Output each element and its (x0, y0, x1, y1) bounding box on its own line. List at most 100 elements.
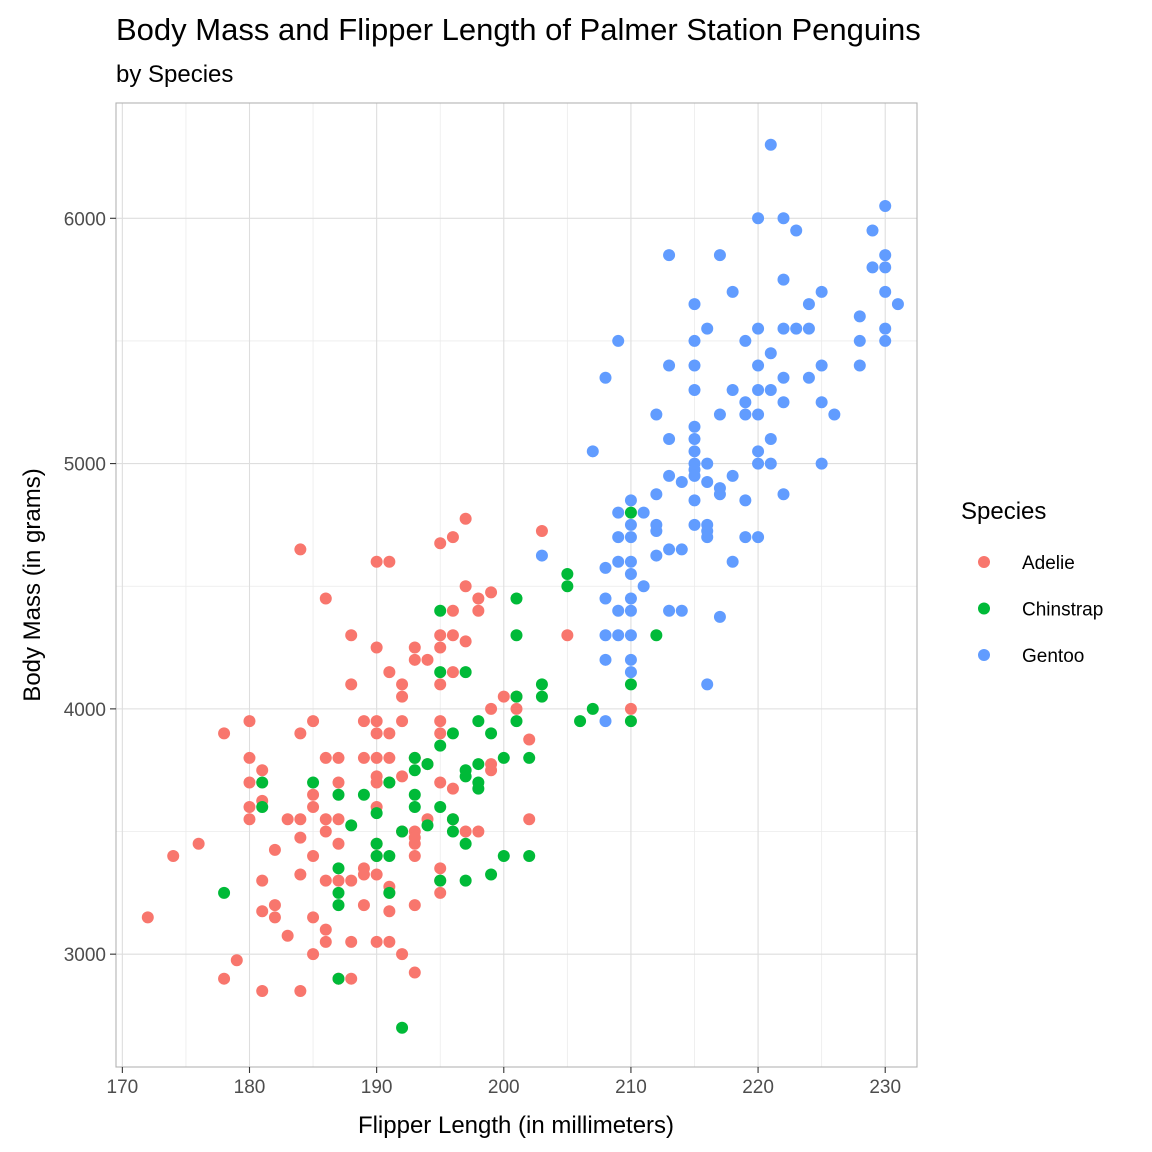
adelie-point (256, 984, 269, 997)
gentoo-point (586, 445, 599, 458)
adelie-point (396, 770, 409, 783)
gentoo-point (853, 334, 866, 347)
adelie-point (294, 984, 307, 997)
adelie-point (345, 874, 358, 887)
gentoo-point (752, 212, 765, 225)
chinstrap-point (561, 567, 574, 580)
gentoo-point (663, 359, 676, 372)
adelie-point (446, 604, 459, 617)
gentoo-point (637, 580, 650, 593)
adelie-point (345, 935, 358, 948)
legend: Species Adelie Chinstrap Gentoo (961, 498, 1103, 667)
gentoo-point (624, 629, 637, 642)
x-tick-label: 200 (488, 1077, 520, 1098)
gentoo-point (713, 249, 726, 262)
gentoo-point (612, 555, 625, 568)
gentoo-point (688, 383, 701, 396)
gentoo-point (815, 457, 828, 470)
adelie-point (370, 555, 383, 568)
gentoo-point (612, 334, 625, 347)
legend-label-adelie: Adelie (1022, 553, 1075, 574)
adelie-point (256, 764, 269, 777)
gentoo-point (650, 525, 663, 538)
y-axis-title: Body Mass (in grams) (19, 468, 46, 701)
gentoo-point (853, 359, 866, 372)
gentoo-point (802, 298, 815, 311)
gentoo-point (879, 200, 892, 213)
gentoo-point (701, 457, 714, 470)
adelie-point (345, 678, 358, 691)
adelie-point (218, 727, 231, 740)
adelie-point (332, 874, 345, 887)
gentoo-point (675, 475, 688, 488)
adelie-point (459, 580, 472, 593)
adelie-point (408, 899, 421, 912)
chinstrap-point (370, 837, 383, 850)
gentoo-point (688, 334, 701, 347)
adelie-point (256, 905, 269, 918)
chinstrap-point (256, 800, 269, 813)
adelie-point (370, 935, 383, 948)
gentoo-point (663, 604, 676, 617)
y-tick-label: 3000 (64, 945, 106, 966)
chinstrap-point (446, 813, 459, 826)
chinstrap-point (332, 972, 345, 985)
adelie-point (243, 813, 256, 826)
adelie-point (434, 886, 447, 899)
adelie-point (332, 751, 345, 764)
gentoo-point (815, 285, 828, 298)
adelie-point (332, 837, 345, 850)
gentoo-point (866, 224, 879, 237)
x-tick-label: 170 (107, 1077, 139, 1098)
adelie-point (383, 727, 396, 740)
chinstrap-point (523, 751, 536, 764)
chinstrap-point (472, 715, 485, 728)
chinstrap-point (510, 629, 523, 642)
adelie-point (268, 843, 281, 856)
gentoo-point (650, 549, 663, 562)
adelie-point (383, 666, 396, 679)
adelie-point (294, 868, 307, 881)
adelie-point (421, 653, 434, 666)
adelie-point (345, 972, 358, 985)
gentoo-point (752, 322, 765, 335)
gentoo-point (777, 212, 790, 225)
chinstrap-point (624, 715, 637, 728)
gentoo-point (624, 666, 637, 679)
gentoo-point (790, 322, 803, 335)
gentoo-point (612, 629, 625, 642)
adelie-point (243, 800, 256, 813)
adelie-point (294, 831, 307, 844)
chinstrap-point (383, 776, 396, 789)
adelie-point (307, 715, 320, 728)
adelie-point (141, 911, 154, 924)
chinstrap-point (561, 580, 574, 593)
chinstrap-point (510, 592, 523, 605)
gentoo-point (675, 543, 688, 556)
gentoo-point (624, 518, 637, 531)
gentoo-point (764, 433, 777, 446)
gentoo-point (713, 408, 726, 421)
chinstrap-point (370, 807, 383, 820)
chinstrap-point (408, 751, 421, 764)
adelie-point (434, 727, 447, 740)
gentoo-point (777, 322, 790, 335)
chinstrap-point (574, 715, 587, 728)
gentoo-point (624, 531, 637, 544)
adelie-point (510, 702, 523, 715)
gentoo-point (713, 488, 726, 501)
adelie-point (370, 715, 383, 728)
adelie-point (319, 935, 332, 948)
adelie-point (307, 788, 320, 801)
gentoo-point (752, 408, 765, 421)
chinstrap-point (434, 874, 447, 887)
gentoo-point (663, 469, 676, 482)
y-tick-label: 5000 (64, 455, 106, 476)
chinstrap-point (434, 800, 447, 813)
gentoo-point (752, 383, 765, 396)
gentoo-point (726, 285, 739, 298)
adelie-point (370, 727, 383, 740)
gentoo-point (891, 298, 904, 311)
gentoo-point (879, 261, 892, 274)
